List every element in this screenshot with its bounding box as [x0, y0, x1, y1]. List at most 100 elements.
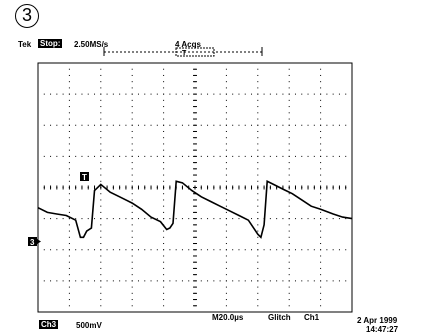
grid-dot	[81, 280, 83, 282]
grid-dot	[131, 87, 133, 89]
grid-dot	[181, 155, 183, 157]
grid-dot	[288, 130, 290, 132]
grid-dot	[320, 267, 322, 269]
grid-dot	[100, 180, 102, 182]
grid-dot	[294, 155, 296, 157]
grid-dot	[137, 93, 139, 95]
grid-dot	[68, 193, 70, 195]
grid-dot	[244, 155, 246, 157]
grid-dot	[213, 124, 215, 126]
grid-dot	[288, 124, 290, 126]
grid-dot	[37, 280, 39, 282]
grid-dot	[156, 155, 158, 157]
grid-dot	[345, 218, 347, 220]
grid-dot	[225, 299, 227, 301]
grid-dot	[68, 305, 70, 307]
grid-dot	[131, 261, 133, 263]
grid-dot	[100, 311, 102, 313]
grid-dot	[100, 99, 102, 101]
grid-dot	[326, 280, 328, 282]
grid-dot	[251, 93, 253, 95]
grid-dot	[43, 155, 45, 157]
grid-dot	[68, 218, 70, 220]
grid-dot	[163, 143, 165, 145]
trigger-marker-label: T	[82, 173, 87, 182]
grid-dot	[320, 280, 322, 282]
grid-dot	[257, 224, 259, 226]
grid-dot	[320, 143, 322, 145]
grid-dot	[100, 106, 102, 108]
grid-dot	[225, 249, 227, 251]
grid-dot	[244, 249, 246, 251]
grid-dot	[288, 193, 290, 195]
grid-dot	[320, 292, 322, 294]
grid-dot	[163, 112, 165, 114]
figure-number: 3	[21, 5, 32, 25]
grid-dot	[320, 255, 322, 257]
grid-dot	[225, 118, 227, 120]
grid-dot	[288, 311, 290, 313]
grid-dot	[125, 280, 127, 282]
grid-dot	[131, 137, 133, 139]
grid-dot	[131, 180, 133, 182]
grid-dot	[150, 155, 152, 157]
timebase: M20.0µs	[212, 313, 244, 322]
grid-dot	[188, 249, 190, 251]
grid-dot	[232, 280, 234, 282]
grid-dot	[257, 286, 259, 288]
grid-dot	[225, 224, 227, 226]
grid-dot	[56, 124, 58, 126]
grid-dot	[257, 168, 259, 170]
grid-dot	[68, 137, 70, 139]
grid-dot	[137, 155, 139, 157]
grid-dot	[62, 93, 64, 95]
grid-dot	[163, 299, 165, 301]
grid-dot	[320, 224, 322, 226]
grid-dot	[288, 274, 290, 276]
grid-dot	[200, 249, 202, 251]
grid-dot	[238, 155, 240, 157]
grid-dot	[301, 218, 303, 220]
grid-dot	[257, 261, 259, 263]
grid-dot	[100, 174, 102, 176]
grid-dot	[100, 112, 102, 114]
grid-dot	[68, 112, 70, 114]
grid-dot	[351, 93, 353, 95]
grid-dot	[131, 286, 133, 288]
grid-dot	[131, 106, 133, 108]
grid-dot	[213, 93, 215, 95]
grid-dot	[257, 137, 259, 139]
grid-dot	[269, 249, 271, 251]
grid-dot	[263, 249, 265, 251]
trigger-source: Ch1	[304, 313, 320, 322]
grid-dot	[225, 174, 227, 176]
grid-dot	[163, 130, 165, 132]
grid-dot	[351, 124, 353, 126]
grid-dot	[257, 62, 259, 64]
grid-dot	[225, 168, 227, 170]
grid-dot	[87, 93, 89, 95]
grid-dot	[213, 155, 215, 157]
grid-dot	[282, 249, 284, 251]
grid-dot	[288, 106, 290, 108]
grid-dot	[345, 155, 347, 157]
grid-dot	[288, 112, 290, 114]
grid-dot	[307, 155, 309, 157]
grid-dot	[106, 249, 108, 251]
grid-dot	[219, 155, 221, 157]
grid-dot	[276, 124, 278, 126]
grid-dot	[225, 267, 227, 269]
grid-dot	[257, 118, 259, 120]
grid-dot	[332, 280, 334, 282]
grid-dot	[144, 249, 146, 251]
grid-dot	[320, 68, 322, 70]
grid-dot	[213, 280, 215, 282]
grid-dot	[81, 218, 83, 220]
grid-dot	[100, 236, 102, 238]
grid-dot	[62, 218, 64, 220]
grid-dot	[100, 218, 102, 220]
grid-dot	[100, 267, 102, 269]
grid-dot	[251, 218, 253, 220]
grid-dot	[131, 124, 133, 126]
grid-dot	[169, 280, 171, 282]
